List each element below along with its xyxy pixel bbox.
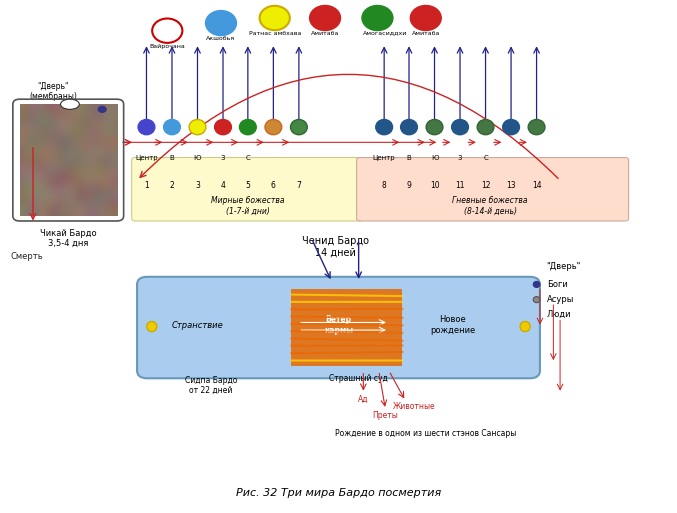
Ellipse shape	[533, 297, 540, 303]
Ellipse shape	[259, 6, 290, 30]
Text: Амогасиддхи: Амогасиддхи	[364, 31, 408, 36]
Text: "Дверь"
(мембраны): "Дверь" (мембраны)	[29, 82, 77, 101]
Ellipse shape	[401, 120, 418, 135]
Text: Рис. 32 Три мира Бардо посмертия: Рис. 32 Три мира Бардо посмертия	[236, 487, 441, 498]
Text: Люди: Люди	[546, 310, 571, 320]
Text: 6: 6	[271, 181, 276, 190]
Ellipse shape	[215, 120, 232, 135]
Ellipse shape	[164, 120, 180, 135]
Text: Амитаба: Амитаба	[311, 31, 339, 36]
Text: Боги: Боги	[546, 280, 567, 289]
Text: 10: 10	[430, 181, 439, 190]
Text: Ченид Бардо
14 дней: Ченид Бардо 14 дней	[302, 236, 369, 258]
Ellipse shape	[265, 120, 282, 135]
FancyBboxPatch shape	[292, 289, 402, 366]
FancyBboxPatch shape	[137, 277, 540, 378]
Text: 11: 11	[455, 181, 465, 190]
FancyBboxPatch shape	[357, 157, 628, 221]
Text: Ад: Ад	[358, 394, 368, 404]
Text: 7: 7	[297, 181, 301, 190]
Ellipse shape	[452, 120, 468, 135]
Ellipse shape	[502, 120, 519, 135]
Ellipse shape	[310, 6, 340, 30]
Text: 9: 9	[407, 181, 412, 190]
Ellipse shape	[60, 99, 79, 109]
Text: Ратнас амбхава: Ратнас амбхава	[248, 31, 301, 36]
Text: Мирные божества
(1-7-й дни): Мирные божества (1-7-й дни)	[211, 196, 284, 215]
Ellipse shape	[240, 120, 257, 135]
Text: 12: 12	[481, 181, 490, 190]
Ellipse shape	[206, 11, 236, 35]
Text: В: В	[407, 155, 412, 161]
Text: Ветер
кармы: Ветер кармы	[324, 315, 353, 334]
Text: Центр: Центр	[373, 155, 395, 161]
Text: 1: 1	[144, 181, 149, 190]
Text: С: С	[246, 155, 250, 161]
Text: Странствие: Странствие	[172, 321, 223, 329]
Text: Рождение в одном из шести стэнов Сансары: Рождение в одном из шести стэнов Сансары	[335, 429, 517, 438]
Ellipse shape	[533, 281, 540, 287]
Ellipse shape	[189, 120, 206, 135]
Ellipse shape	[520, 322, 530, 331]
Ellipse shape	[152, 18, 182, 43]
Text: 8: 8	[382, 181, 387, 190]
Ellipse shape	[528, 120, 545, 135]
Text: Акшобья: Акшобья	[206, 36, 236, 41]
Text: Смерть: Смерть	[11, 252, 43, 261]
Text: Гневные божества
(8-14-й день): Гневные божества (8-14-й день)	[452, 196, 528, 215]
Text: Асуры: Асуры	[546, 295, 574, 304]
Text: Животные: Животные	[393, 402, 435, 411]
Text: Ю: Ю	[431, 155, 438, 161]
Text: Амитаба: Амитаба	[412, 31, 440, 36]
Ellipse shape	[147, 322, 157, 331]
Ellipse shape	[138, 120, 155, 135]
Text: 14: 14	[531, 181, 542, 190]
Text: 5: 5	[246, 181, 250, 190]
Text: В: В	[170, 155, 175, 161]
Ellipse shape	[376, 120, 393, 135]
Text: 3: 3	[221, 155, 225, 161]
Text: Чикай Бардо
3,5-4 дня: Чикай Бардо 3,5-4 дня	[40, 229, 97, 248]
FancyBboxPatch shape	[132, 157, 364, 221]
Text: Новое
рождение: Новое рождение	[430, 315, 475, 334]
Text: 3: 3	[458, 155, 462, 161]
Text: Преты: Преты	[372, 411, 398, 420]
Text: Сидпа Бардо
от 22 дней: Сидпа Бардо от 22 дней	[185, 376, 237, 395]
Text: Страшный суд: Страшный суд	[329, 374, 388, 383]
Ellipse shape	[426, 120, 443, 135]
Text: 4: 4	[221, 181, 225, 190]
Text: Ю: Ю	[194, 155, 201, 161]
Ellipse shape	[411, 6, 441, 30]
Text: Вайрочана: Вайрочана	[150, 44, 185, 49]
Text: 3: 3	[195, 181, 200, 190]
Text: "Дверь": "Дверь"	[546, 262, 581, 271]
Text: С: С	[483, 155, 488, 161]
Ellipse shape	[98, 106, 106, 112]
Ellipse shape	[477, 120, 494, 135]
Text: Центр: Центр	[135, 155, 158, 161]
Ellipse shape	[290, 120, 307, 135]
Text: 2: 2	[170, 181, 175, 190]
Text: 13: 13	[506, 181, 516, 190]
Ellipse shape	[362, 6, 393, 30]
